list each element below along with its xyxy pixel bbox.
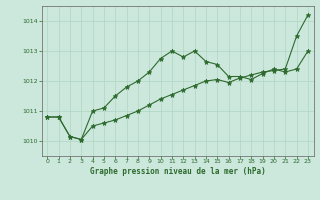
X-axis label: Graphe pression niveau de la mer (hPa): Graphe pression niveau de la mer (hPa) bbox=[90, 167, 266, 176]
